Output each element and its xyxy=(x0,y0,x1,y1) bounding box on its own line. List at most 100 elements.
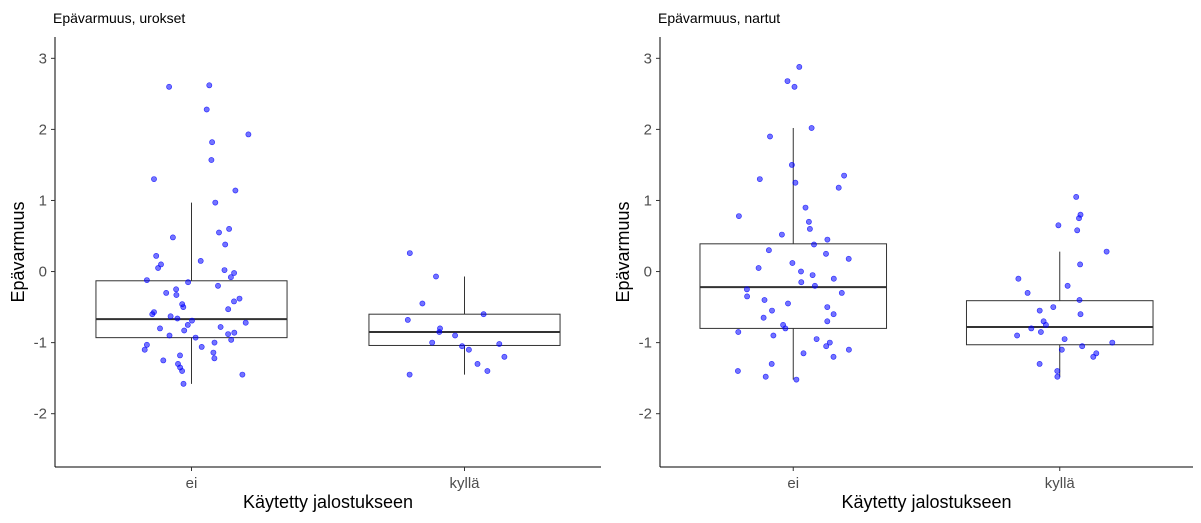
data-point xyxy=(242,319,249,326)
y-tick-label: -1 xyxy=(34,335,47,352)
x-tick-label: ei xyxy=(787,475,799,492)
y-tick-label: 3 xyxy=(39,50,47,67)
data-point xyxy=(830,311,837,318)
panel-title: Epävarmuus, urokset xyxy=(53,10,185,26)
y-tick-label: 3 xyxy=(644,50,652,67)
y-tick-label: 2 xyxy=(644,121,652,138)
boxplot-ei xyxy=(699,127,888,380)
data-point xyxy=(766,247,772,254)
x-tick-label: kyllä xyxy=(449,475,480,492)
data-point xyxy=(1058,346,1065,353)
box-iqr xyxy=(965,300,1154,346)
data-point xyxy=(735,329,742,335)
boxplot-ei xyxy=(95,202,288,384)
data-point xyxy=(228,336,235,343)
data-point xyxy=(160,357,167,364)
y-axis-title: Epävarmuus xyxy=(8,201,28,302)
data-point xyxy=(143,341,150,348)
data-point xyxy=(1109,339,1116,346)
data-point xyxy=(151,176,157,182)
data-point xyxy=(474,360,481,367)
data-point xyxy=(846,346,852,353)
data-point xyxy=(793,376,800,383)
x-tick-label: ei xyxy=(186,475,198,492)
data-point xyxy=(1050,304,1057,310)
data-point xyxy=(429,339,436,346)
y-tick-label: 1 xyxy=(644,192,652,209)
data-point xyxy=(1079,343,1086,350)
y-axis-title: Epävarmuus xyxy=(613,201,633,302)
data-point xyxy=(209,139,215,146)
data-point xyxy=(157,325,163,332)
data-point xyxy=(419,300,426,307)
data-point xyxy=(792,179,799,186)
data-point xyxy=(225,331,231,337)
data-point xyxy=(1014,332,1020,339)
data-point xyxy=(1015,275,1022,282)
data-point xyxy=(480,311,487,318)
data-point xyxy=(744,293,750,300)
data-point xyxy=(208,157,215,163)
data-point xyxy=(826,339,833,346)
data-point xyxy=(173,286,179,293)
data-point xyxy=(452,332,458,339)
data-point xyxy=(169,234,176,241)
data-point xyxy=(465,346,472,353)
data-point xyxy=(1061,336,1068,342)
data-point xyxy=(231,329,238,336)
y-tick-label: -2 xyxy=(34,406,47,423)
data-point xyxy=(808,125,815,131)
data-point xyxy=(1077,311,1084,318)
data-point xyxy=(1024,289,1031,296)
data-point xyxy=(177,352,183,359)
data-point xyxy=(798,268,804,275)
data-point xyxy=(1038,329,1044,335)
data-point xyxy=(735,368,741,374)
data-point xyxy=(212,199,219,206)
data-point xyxy=(1054,373,1061,380)
data-point xyxy=(179,368,185,374)
data-point xyxy=(736,213,742,219)
data-point xyxy=(1076,297,1083,303)
data-point xyxy=(841,172,847,179)
data-point xyxy=(149,311,156,318)
data-point xyxy=(809,272,816,278)
data-point xyxy=(1076,215,1082,222)
data-point xyxy=(824,304,831,310)
points-ei xyxy=(735,64,852,383)
data-point xyxy=(807,225,813,232)
data-point xyxy=(226,225,232,232)
data-point xyxy=(484,368,491,374)
data-point xyxy=(769,307,775,314)
data-point xyxy=(770,332,777,339)
data-point xyxy=(789,260,796,266)
data-point xyxy=(756,176,763,182)
data-point xyxy=(192,334,199,341)
data-point xyxy=(779,231,785,238)
boxplot-kyllä xyxy=(965,251,1154,377)
data-point xyxy=(1055,222,1062,229)
data-point xyxy=(180,304,187,310)
data-point xyxy=(1074,227,1081,234)
data-point xyxy=(141,346,148,353)
data-point xyxy=(245,131,252,138)
data-point xyxy=(1036,307,1043,314)
data-point xyxy=(1077,261,1083,268)
data-point xyxy=(210,349,217,356)
y-tick-label: -2 xyxy=(639,406,652,423)
data-point xyxy=(239,371,246,378)
data-point xyxy=(227,274,234,281)
data-point xyxy=(800,350,807,357)
data-point xyxy=(166,83,172,90)
data-point xyxy=(173,292,180,298)
x-axis-title: Käytetty jalostukseen xyxy=(243,492,413,512)
data-point xyxy=(813,336,820,342)
data-point xyxy=(767,133,773,140)
data-point xyxy=(791,83,798,90)
data-point xyxy=(198,343,205,350)
data-point xyxy=(496,341,503,347)
data-point xyxy=(459,343,465,350)
data-point xyxy=(189,317,195,324)
data-point xyxy=(1054,368,1061,374)
